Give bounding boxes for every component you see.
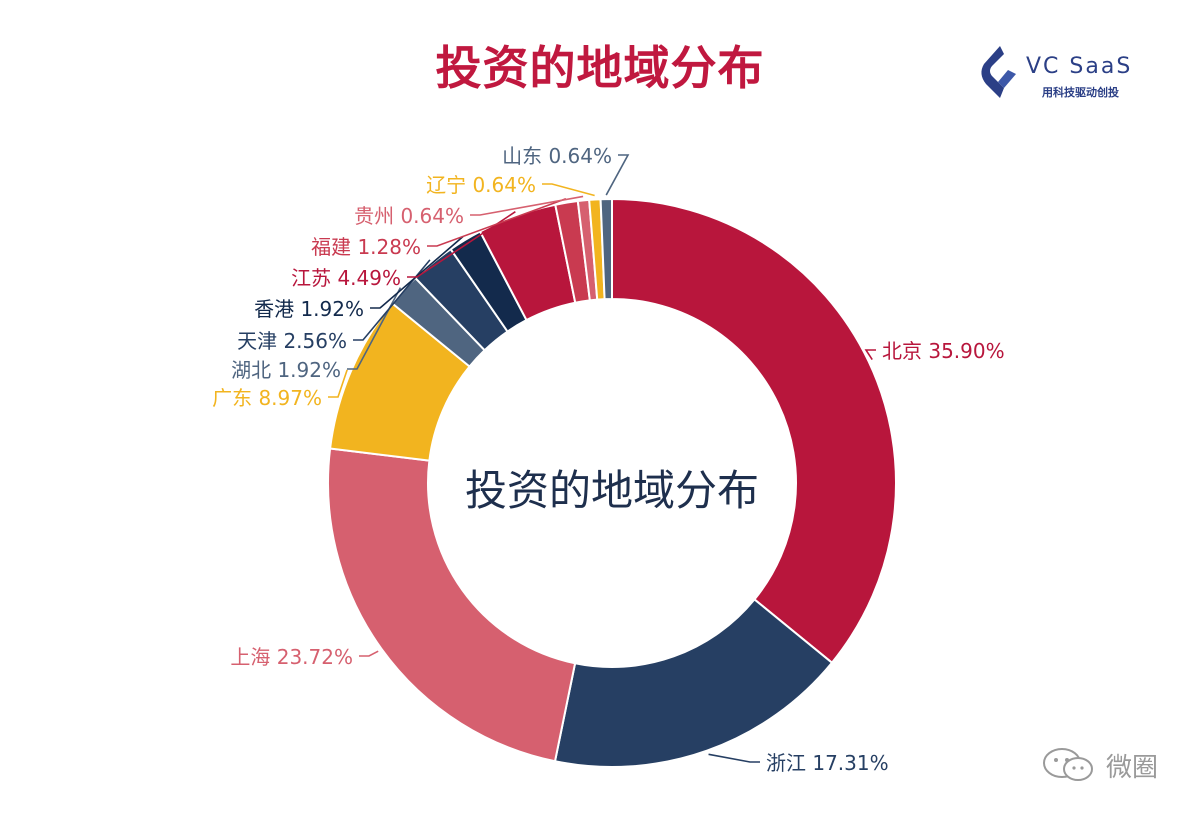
leader-广东 — [328, 369, 348, 398]
vc-saas-logo-icon — [981, 46, 1016, 98]
slice-label-天津: 天津 2.56% — [237, 329, 347, 353]
slice-label-北京: 北京 35.90% — [882, 339, 1005, 363]
slice-label-山东: 山东 0.64% — [502, 144, 612, 168]
leader-天津 — [353, 259, 431, 341]
leader-北京 — [864, 349, 876, 361]
slice-labels: 北京 35.90% 浙江 17.31% 上海 23.72% 广东 8.97% 湖北 1.… — [212, 144, 1005, 775]
slice-山东 — [599, 197, 613, 301]
donut-slices — [327, 197, 897, 768]
leader-湖北 — [347, 287, 402, 370]
slice-label-香港: 香港 1.92% — [254, 297, 364, 321]
wechat-icon — [1043, 748, 1093, 781]
slice-label-福建: 福建 1.28% — [311, 235, 421, 259]
slice-label-江苏: 江苏 4.49% — [291, 266, 401, 290]
logo-tagline: 用科技驱动创投 — [1042, 86, 1119, 99]
leader-山东 — [605, 154, 630, 196]
slice-label-湖北: 湖北 1.92% — [231, 358, 341, 382]
watermark-text: 微圈 — [1106, 753, 1159, 783]
leader-浙江 — [708, 753, 760, 763]
slice-label-广东: 广东 8.97% — [212, 386, 322, 410]
leader-贵州 — [470, 195, 584, 216]
slice-label-辽宁: 辽宁 0.64% — [426, 173, 536, 197]
slice-label-贵州: 贵州 0.64% — [354, 204, 464, 228]
leader-江苏 — [407, 211, 516, 278]
leader-香港 — [370, 235, 464, 309]
leader-辽宁 — [542, 183, 595, 197]
leader-上海 — [359, 650, 379, 657]
slice-label-浙江: 浙江 17.31% — [766, 751, 889, 775]
logo: VC SaaS 用科技驱动创投 — [978, 44, 1148, 104]
slice-label-上海: 上海 23.72% — [230, 645, 353, 669]
watermark: 微圈 — [1040, 745, 1170, 785]
donut-center-label: 投资的地域分布 — [465, 466, 759, 515]
leader-福建 — [427, 197, 567, 247]
slice-上海 — [327, 447, 577, 763]
slice-北京 — [611, 197, 897, 665]
logo-text: VC SaaS — [1026, 54, 1133, 79]
label-leader-lines — [328, 154, 876, 763]
page-title: 投资的地域分布 — [435, 41, 765, 95]
